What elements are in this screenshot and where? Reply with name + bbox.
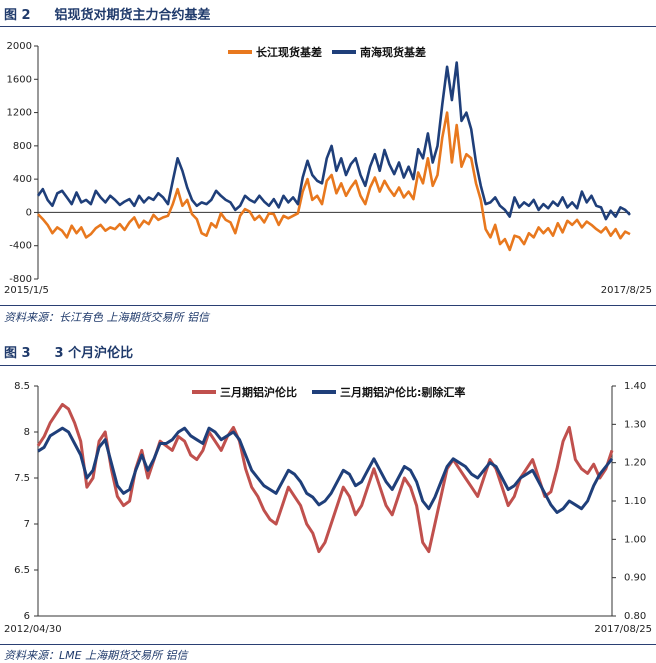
- x-end-label: 2017/8/25: [601, 285, 652, 296]
- figure-3-title: 图 3 3 个月沪伦比: [4, 342, 133, 361]
- y-left-tick-label: 7: [24, 519, 30, 530]
- figure-3-source: 资料来源：LME 上海期货交易所 铝信: [4, 649, 188, 662]
- series-line-1: [36, 402, 614, 554]
- figure-3-caption: 3 个月沪伦比: [54, 346, 134, 361]
- y-right-tick-label: 0.90: [624, 573, 646, 584]
- legend-label-2: 南海现货基差: [360, 45, 426, 59]
- y-right-tick-label: 1.40: [624, 381, 646, 392]
- figure-2-caption: 铝现货对期货主力合约基差: [54, 8, 211, 23]
- figure-3-number: 图 3: [4, 346, 31, 361]
- legend-label-2: 三月期铝沪伦比:剔除汇率: [340, 385, 465, 399]
- y-right-tick-label: 1.10: [624, 496, 646, 507]
- y-tick-label: -800: [9, 274, 32, 285]
- y-tick-label: 2000: [7, 41, 32, 52]
- legend-label-1: 三月期铝沪伦比: [220, 385, 297, 399]
- figure-2-source: 资料来源：长江有色 上海期货交易所 铝信: [4, 311, 209, 324]
- y-right-tick-label: 1.20: [624, 458, 646, 469]
- figure-2-title: 图 2 铝现货对期货主力合约基差: [4, 4, 211, 23]
- y-tick-label: 400: [13, 174, 32, 185]
- y-left-tick-label: 7.5: [14, 473, 30, 484]
- figure-2-top-rule: [0, 26, 656, 27]
- y-tick-label: 800: [13, 141, 32, 152]
- y-left-tick-label: 6.5: [14, 565, 30, 576]
- legend-label-1: 长江现货基差: [256, 45, 322, 59]
- series-line-1: [37, 111, 631, 252]
- y-right-tick-label: 1.00: [624, 534, 646, 545]
- series-line-2: [36, 61, 631, 221]
- y-left-tick-label: 8.5: [14, 381, 30, 392]
- y-tick-label: 1600: [7, 74, 32, 85]
- y-tick-label: -400: [9, 241, 32, 252]
- y-left-tick-label: 6: [24, 611, 30, 622]
- figure-3-top-rule: [0, 365, 656, 366]
- x-start-label: 2012/04/30: [4, 624, 62, 635]
- figure-2-bottom-rule: [0, 305, 656, 306]
- series-line-2: [37, 426, 614, 514]
- y-right-tick-label: 0.80: [624, 611, 646, 622]
- figure-3-bottom-rule: [0, 644, 656, 645]
- y-tick-label: 1200: [7, 108, 32, 119]
- figure-2-number: 图 2: [4, 8, 31, 23]
- x-start-label: 2015/1/5: [4, 285, 49, 296]
- y-left-tick-label: 8: [24, 427, 30, 438]
- y-right-tick-label: 1.30: [624, 419, 646, 430]
- x-end-label: 2017/08/25: [594, 624, 652, 635]
- shfe-lme-ratio-chart: 8.5 8 7.5 7 6.5 6 1.40 1.30 1.20 1.10 1.00 0.90 0.80…: [4, 381, 652, 635]
- y-tick-label: 0: [26, 207, 32, 218]
